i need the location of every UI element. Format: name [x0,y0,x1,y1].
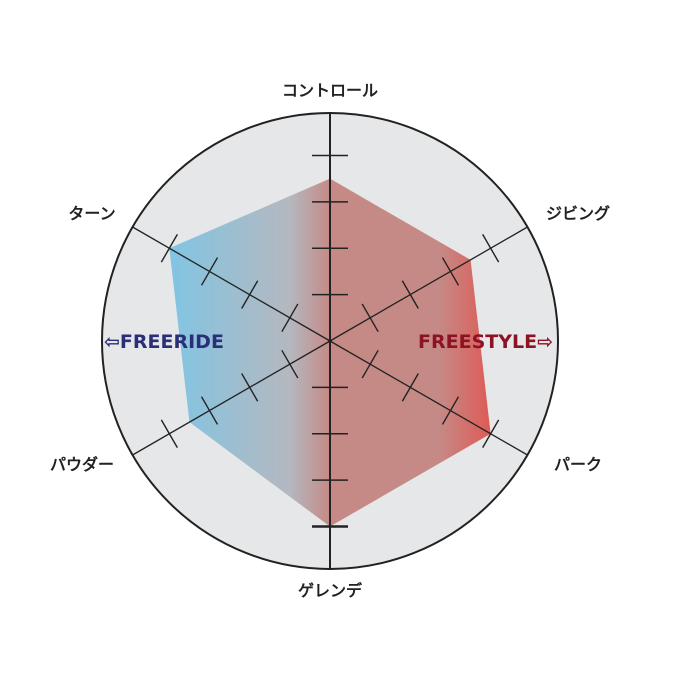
axis-tick [281,303,299,333]
axis-tick [160,419,178,448]
axis-label: ジビング [546,204,610,223]
axis-line [132,226,331,342]
axis-label: ターン [68,204,115,223]
axis-tick [441,396,460,425]
axis-tick [200,396,219,425]
axis-label: パウダー [50,455,114,474]
freestyle-label: FREESTYLE⇨ [418,331,553,353]
axis-tick [401,280,419,309]
axis-tick [200,257,219,286]
axis-tick [401,373,419,402]
center-point [328,339,332,343]
axis-label: コントロール [282,81,378,100]
axis-tick [241,373,259,402]
axis-tick [361,303,379,333]
axis-tick [281,349,299,379]
axis-tick [241,280,259,309]
freeride-label: ⇦FREERIDE [104,331,224,353]
axis-tick [160,234,178,263]
axis-tick [441,257,460,286]
axis-tick [482,419,500,448]
axis-line [329,226,528,342]
axis-tick [482,234,500,263]
axis-label: ゲレンデ [298,581,363,600]
axis-line [329,340,528,456]
axis-tick [361,349,379,379]
axis-line [132,340,331,456]
axis-label: パーク [554,455,602,474]
